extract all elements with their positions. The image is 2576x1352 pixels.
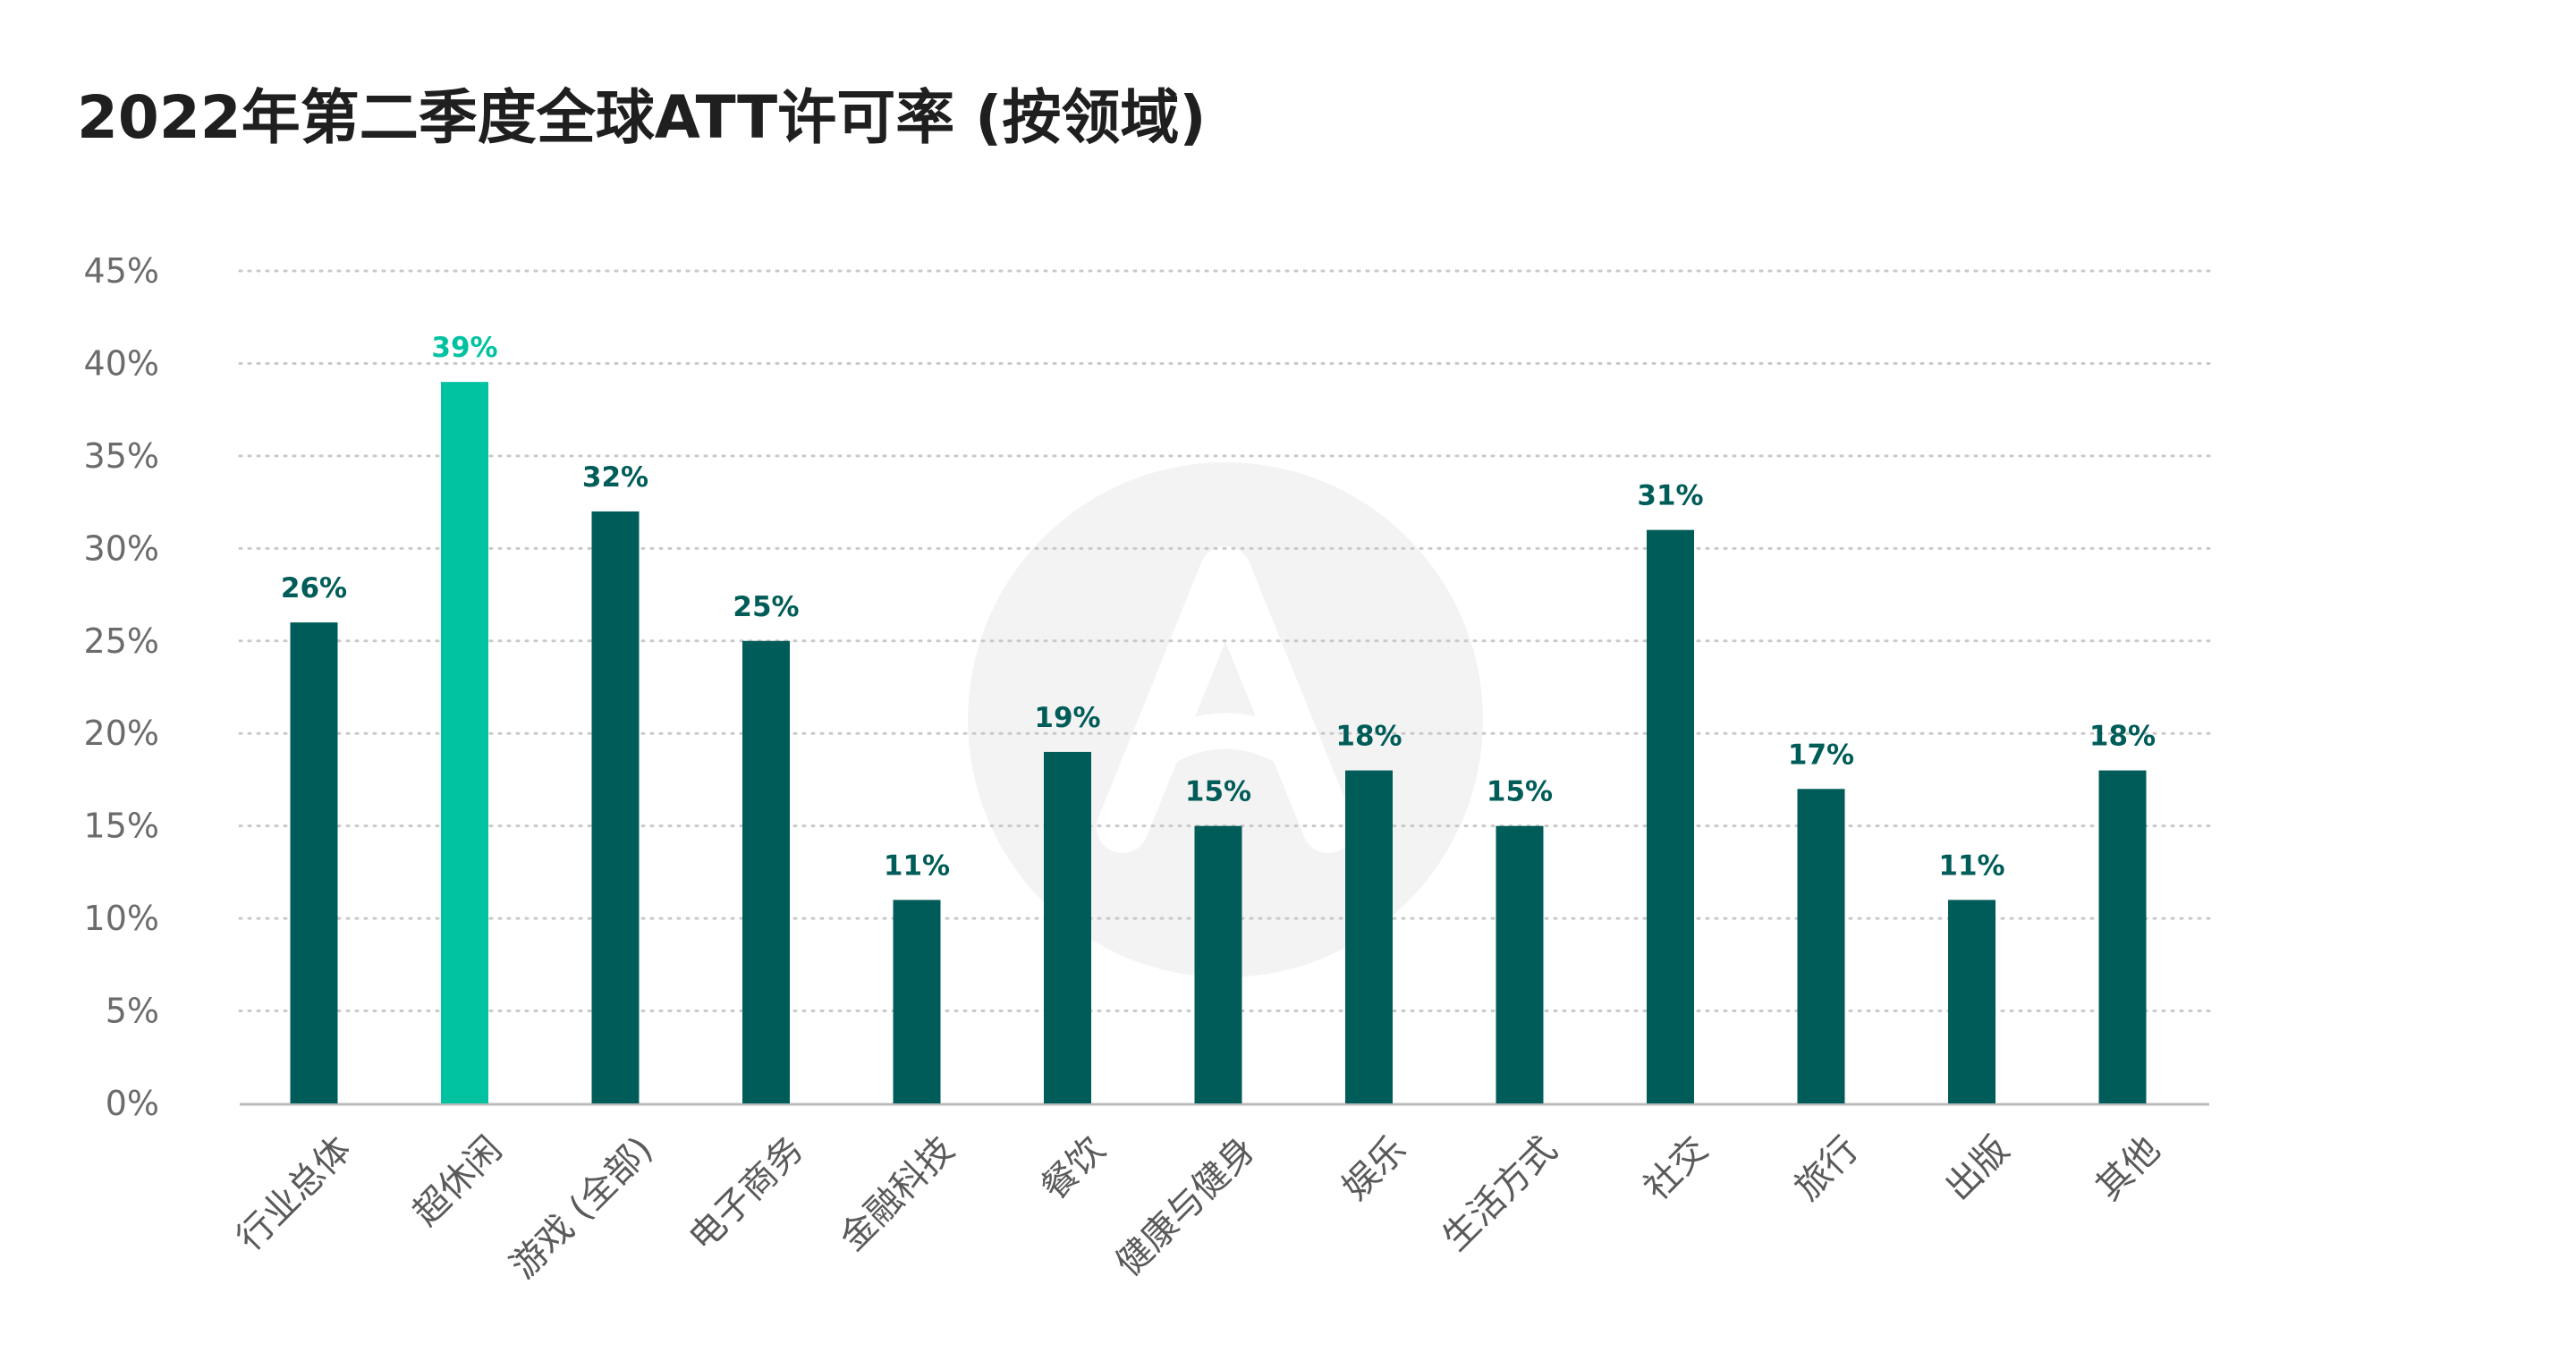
data-label: 18% [1335,721,1402,753]
x-tick-label: 行业总体 [229,1128,360,1259]
bar [1948,900,1996,1103]
bar [893,900,941,1103]
bar [1194,825,1242,1103]
data-label: 17% [1788,739,1854,771]
data-label: 19% [1034,702,1100,734]
x-tick-label: 生活方式 [1435,1128,1565,1259]
x-tick-label: 餐饮 [1033,1128,1113,1208]
data-label: 15% [1185,776,1251,808]
bar [2098,770,2147,1103]
x-tick-label: 其他 [2089,1128,2168,1208]
x-tick-label: 超休闲 [405,1128,510,1233]
bar [290,622,338,1103]
data-label: 32% [582,461,648,494]
bar [441,382,488,1104]
chart-title: 2022年第二季度全球ATT许可率 (按领域) [77,83,1207,152]
data-label: 25% [733,591,799,623]
x-tick-label: 金融科技 [832,1128,962,1259]
x-tick-label: 社交 [1636,1128,1716,1208]
bar [1345,770,1393,1103]
x-axis: 行业总体 超休闲游戏 (全部) 电子商务 金融科技 餐饮健康与健身 娱乐 生活方式 社交 旅行出… [229,1128,2168,1287]
y-tick-label: 15% [84,807,159,846]
data-label: 11% [1938,849,2004,882]
data-label: 26% [281,572,347,604]
x-tick-label: 电子商务 [682,1128,812,1259]
bars [290,382,2147,1104]
y-tick-label: 40% [84,343,159,383]
y-tick-label: 30% [84,528,159,568]
data-label: 11% [884,849,950,882]
y-tick-label: 5% [106,992,159,1031]
x-tick-label: 出版 [1937,1128,2017,1208]
y-tick-label: 20% [84,714,159,753]
y-tick-label: 45% [84,251,159,291]
data-label: 39% [431,332,497,364]
bar [1044,751,1091,1103]
bar [1496,825,1544,1103]
y-tick-label: 0% [106,1084,159,1123]
y-tick-label: 10% [84,899,159,938]
x-tick-label: 旅行 [1787,1128,1867,1208]
data-labels: 26% 39% 32% 25% 11% 19% 15% 18% 15% 31% 17% 11% 18% [281,332,2156,882]
data-label: 18% [2089,721,2156,753]
data-label: 15% [1487,776,1553,808]
data-label: 31% [1637,480,1703,512]
x-tick-label: 游戏 (全部) [503,1128,661,1287]
x-tick-label: 娱乐 [1335,1128,1414,1208]
y-tick-label: 25% [84,621,159,661]
bar [742,640,790,1103]
y-axis: 0% 5% 10% 15% 20% 25% 30% 35% 40% 45% [84,251,159,1123]
x-tick-label: 健康与健身 [1108,1128,1264,1284]
bar [1647,529,1694,1103]
bar [591,511,640,1103]
bar [1797,789,1845,1103]
y-tick-label: 35% [84,436,159,476]
